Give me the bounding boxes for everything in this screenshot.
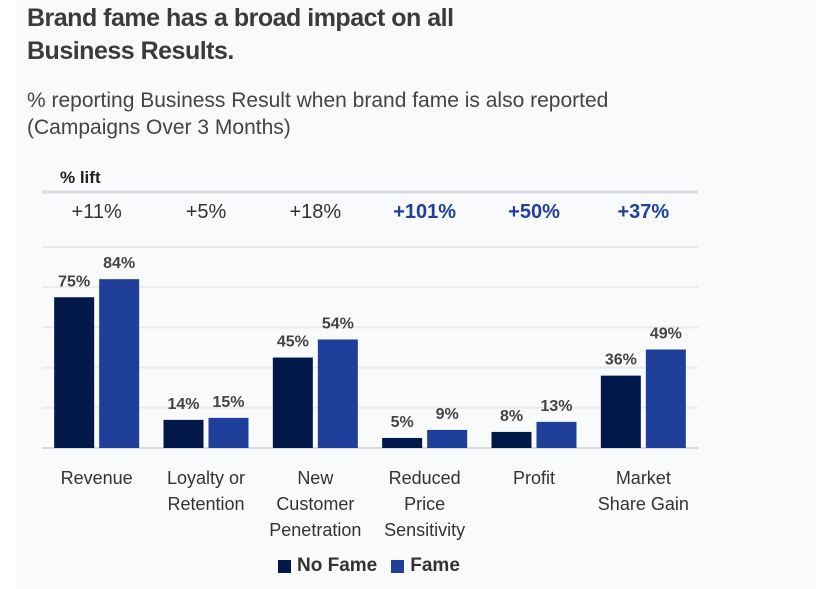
subtitle-line-2: (Campaigns Over 3 Months) [27,116,291,139]
category-label: Profit [513,468,555,488]
chart-panel [16,0,816,589]
data-label: 84% [103,255,135,272]
lift-header: % lift [60,168,101,187]
lift-label: +37% [617,201,669,223]
data-label: 5% [391,414,414,431]
bar-no-fame [382,437,423,448]
legend-swatch-fame [391,559,405,573]
bar-no-fame [54,297,95,448]
bar-no-fame [163,419,204,448]
lift-label: +11% [72,201,122,223]
data-label: 75% [58,273,90,290]
bar-fame [317,339,358,448]
bar-no-fame [272,357,313,448]
title-line-2: Business Results. [27,37,234,65]
lift-label: +18% [289,201,341,223]
category-label: Reduced [389,468,461,488]
category-label: Revenue [61,468,133,488]
bar-fame [427,429,468,448]
category-label: Share Gain [598,494,689,514]
bar-no-fame [491,431,532,448]
legend-label-fame: Fame [410,555,460,576]
category-label: Customer [276,494,354,514]
bar-fame [208,417,249,448]
bar-fame [645,349,686,448]
bar-fame [99,279,140,448]
category-label: Market [616,468,671,488]
category-label: Loyalty or [167,468,245,488]
chart-subtitle: % reporting Business Result when brand f… [27,87,608,141]
data-label: 49% [650,326,682,343]
subtitle-line-1: % reporting Business Result when brand f… [27,89,609,112]
title-line-1: Brand fame has a broad impact on all [27,4,454,32]
data-label: 8% [500,408,523,425]
chart-title: Brand fame has a broad impact on all Bus… [27,2,454,68]
category-label: Sensitivity [384,520,465,540]
data-label: 15% [212,394,244,411]
category-label: New [297,468,334,488]
lift-label: +5% [186,201,227,223]
data-label: 54% [322,315,354,332]
data-label: 14% [167,396,199,413]
lift-label: +101% [393,201,456,223]
category-label: Retention [167,494,244,514]
data-label: 13% [540,398,572,415]
data-label: 45% [277,334,309,351]
bar-no-fame [600,375,641,448]
category-label: Penetration [269,520,361,540]
legend-label-no-fame: No Fame [297,555,378,576]
category-label: Price [404,494,445,514]
data-label: 9% [436,406,459,423]
bar-fame [536,421,577,448]
data-label: 36% [605,352,637,369]
legend: No Fame Fame [278,555,460,577]
lift-label: +50% [508,201,560,223]
legend-swatch-no-fame [278,559,291,573]
